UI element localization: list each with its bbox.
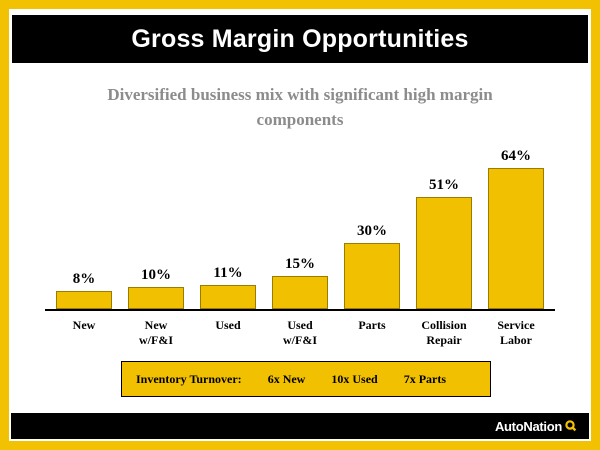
inventory-turnover-item: 10x Used [331, 371, 378, 386]
autonation-q-icon [565, 420, 577, 432]
bar [56, 291, 112, 309]
bar-category-label: Used [215, 318, 241, 332]
bar [488, 168, 544, 309]
inventory-turnover-label: Inventory Turnover: [136, 371, 242, 386]
x-axis-line [45, 309, 555, 311]
bar [416, 197, 472, 309]
inventory-turnover-item: 6x New [267, 371, 306, 386]
bar [200, 285, 256, 309]
subtitle: Diversified business mix with significan… [9, 83, 591, 132]
bar-column: 64% [488, 148, 544, 309]
bar-category-label: Parts [358, 318, 386, 332]
bar-chart-plot: 8% 10% 11% 15% 30% 51% 64% [45, 137, 555, 309]
title-bar: Gross Margin Opportunities [12, 15, 588, 63]
bar-category-label: Service Labor [497, 318, 535, 347]
page-title: Gross Margin Opportunities [131, 24, 469, 53]
slide-body: Gross Margin Opportunities Diversified b… [9, 9, 591, 441]
footer-bar: AutoNation [11, 413, 589, 439]
bar-value-label: 64% [501, 148, 531, 164]
bar-value-label: 8% [72, 271, 96, 287]
autonation-logo-text: AutoNation [494, 418, 562, 434]
bar-value-label: 30% [357, 223, 387, 239]
bar-chart: 8% 10% 11% 15% 30% 51% 64% New New w/F&I Used Use… [45, 137, 555, 348]
bar-column: 51% [416, 177, 472, 309]
bar-category-label: New [72, 318, 96, 332]
bar-column: 11% [200, 265, 256, 309]
bar-category-label: Used w/F&I [283, 318, 317, 347]
bar-column: 10% [128, 267, 184, 309]
bar-value-label: 15% [285, 256, 315, 272]
bar-category-label: New w/F&I [139, 318, 173, 347]
bar-column: 8% [56, 271, 112, 309]
inventory-turnover-item: 7x Parts [403, 371, 447, 386]
bar-value-label: 11% [213, 265, 243, 281]
subtitle-text: Diversified business mix with significan… [107, 85, 493, 129]
bar-category-label: Collision Repair [421, 318, 467, 347]
bar [272, 276, 328, 309]
inventory-turnover-box: Inventory Turnover: 6x New 10x Used 7x Par… [121, 361, 491, 397]
bar-value-label: 10% [141, 267, 171, 283]
bar-column: 30% [344, 223, 400, 309]
bar-value-label: 51% [429, 177, 459, 193]
bar-chart-labels: New New w/F&I Used Used w/F&I Parts Collision… [45, 318, 555, 348]
bar [128, 287, 184, 309]
bar-column: 15% [272, 256, 328, 309]
bar [344, 243, 400, 309]
